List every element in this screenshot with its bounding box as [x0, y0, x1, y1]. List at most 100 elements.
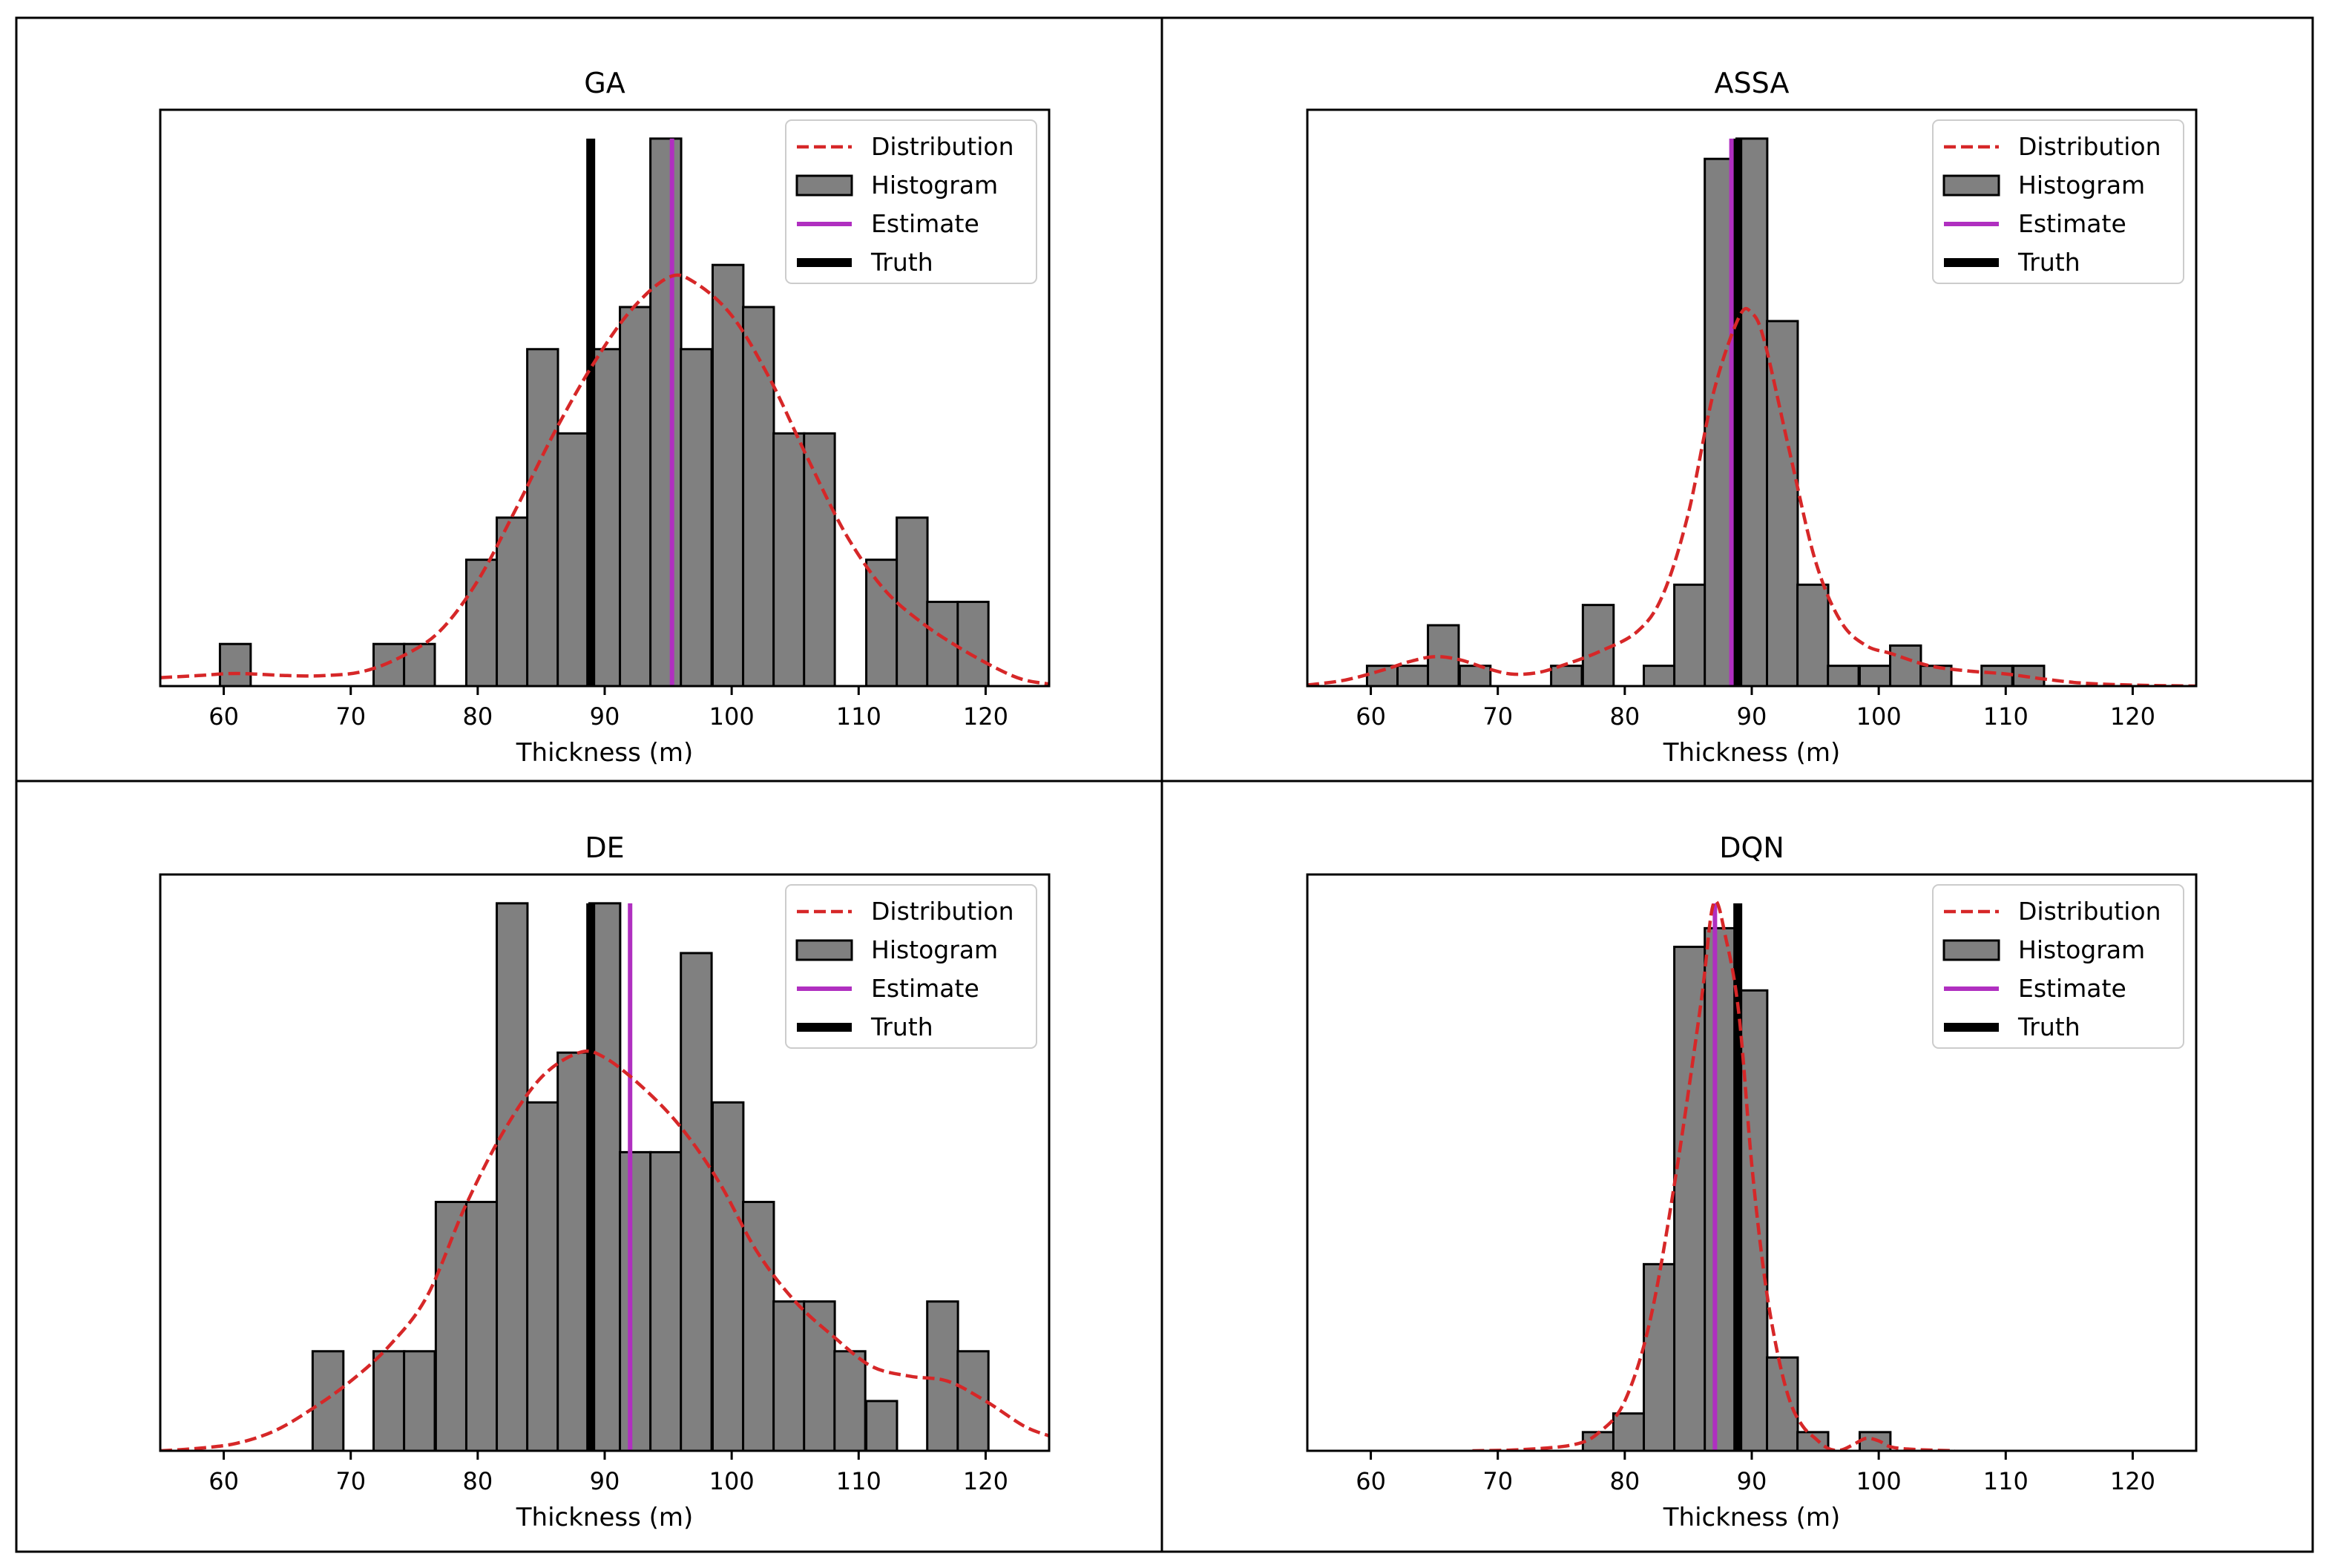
- chart-dqn: 60 70 80 90 100 110 120 Thickness (m) DQN Distrib…: [1306, 831, 2198, 1532]
- x-tick-label: 120: [963, 702, 1008, 731]
- histogram-bar: [1643, 1262, 1676, 1451]
- histogram-bar: [803, 1300, 836, 1451]
- legend: Distribution Histogram Estimate Truth: [1932, 884, 2184, 1049]
- histogram-bar: [496, 902, 529, 1451]
- histogram-bar: [1458, 665, 1492, 686]
- legend-histogram-swatch: [1942, 174, 2000, 197]
- histogram-bar: [556, 432, 590, 686]
- histogram-bar: [649, 1150, 683, 1451]
- x-tick-label: 80: [462, 1467, 493, 1495]
- legend-label-estimate: Estimate: [2018, 974, 2126, 1003]
- histogram-bar: [680, 348, 713, 686]
- legend-label-distribution: Distribution: [2018, 132, 2161, 161]
- x-tick-label: 110: [1983, 1467, 2029, 1495]
- legend-label-distribution: Distribution: [871, 897, 1014, 926]
- histogram-bar: [1796, 583, 1830, 686]
- x-tick-label: 90: [1737, 1467, 1767, 1495]
- histogram-bar: [833, 1350, 867, 1451]
- chart-de: 60 70 80 90 100 110 120 Thickness (m) DE Distribu…: [159, 831, 1051, 1532]
- histogram-bar: [865, 1400, 899, 1451]
- histogram-bar: [1673, 583, 1706, 686]
- x-tick-label: 120: [2110, 702, 2155, 731]
- histogram-bar: [896, 516, 929, 686]
- histogram-bar: [1612, 1412, 1646, 1451]
- x-tick-label: 90: [590, 1467, 620, 1495]
- panel-frame: [15, 16, 2314, 1553]
- histogram-bar: [1643, 665, 1676, 686]
- outer-border: [15, 16, 2314, 1553]
- legend-label-truth: Truth: [2017, 1012, 2080, 1041]
- histogram-bar: [711, 1101, 745, 1451]
- histogram-bar: [218, 642, 252, 686]
- histogram-bar: [464, 559, 499, 686]
- x-tick-label: 100: [709, 1467, 755, 1495]
- legend-label-distribution: Distribution: [2018, 897, 2161, 926]
- distribution-curve: [1307, 306, 2196, 686]
- histogram-bar: [1581, 604, 1615, 686]
- histogram-bar: [1889, 644, 1922, 686]
- histogram-bar: [649, 137, 683, 686]
- histogram-bar: [311, 1350, 345, 1451]
- x-tick-label: 70: [1482, 702, 1513, 731]
- x-tick-label: 120: [963, 1467, 1008, 1495]
- x-tick-label: 60: [1356, 1467, 1386, 1495]
- histogram-bar: [1858, 665, 1892, 686]
- histogram-bar: [772, 432, 806, 686]
- distribution-curve: [160, 1049, 1049, 1451]
- plot-area: [160, 137, 1049, 686]
- histogram-bar: [619, 1150, 652, 1451]
- legend-label-histogram: Histogram: [2018, 171, 2145, 200]
- x-tick-label: 60: [208, 702, 239, 731]
- x-tick-label: 100: [1856, 1467, 1902, 1495]
- x-tick-label: 110: [1983, 702, 2029, 731]
- x-tick-label: 70: [1482, 1467, 1513, 1495]
- histogram-bar: [1550, 665, 1583, 686]
- histogram-bar: [1980, 665, 2014, 686]
- legend-box: [785, 884, 1037, 1049]
- x-tick-label: 70: [335, 1467, 366, 1495]
- histogram-bar: [1919, 665, 1953, 686]
- histogram-bar: [956, 600, 990, 686]
- chart-title: DQN: [1719, 831, 1784, 864]
- x-tick-label: 90: [590, 702, 620, 731]
- histogram-bar: [403, 1350, 436, 1451]
- histogram-bar: [1827, 665, 1860, 686]
- histogram-bar: [1673, 946, 1706, 1451]
- histogram-bar: [803, 432, 836, 686]
- histogram-bar: [680, 952, 713, 1451]
- plot-area: [1472, 899, 1955, 1451]
- legend-label-histogram: Histogram: [871, 171, 998, 200]
- histogram-bar: [1858, 1431, 1892, 1451]
- legend-box: [785, 119, 1037, 284]
- histogram-bar: [711, 263, 745, 686]
- histogram-bar: [1704, 926, 1737, 1451]
- histogram-bar: [742, 306, 775, 686]
- legend: Distribution Histogram Estimate Truth: [785, 884, 1037, 1049]
- histogram-bar: [464, 1200, 499, 1451]
- legend-label-estimate: Estimate: [871, 209, 979, 238]
- x-tick-label: 60: [1356, 702, 1386, 731]
- x-axis-label: Thickness (m): [1663, 738, 1841, 768]
- x-tick-label: 120: [2110, 1467, 2155, 1495]
- plot-area: [160, 902, 1049, 1451]
- distribution-curve: [160, 273, 1049, 686]
- histogram-bar: [619, 306, 652, 686]
- histogram-bar: [372, 642, 406, 686]
- legend-label-distribution: Distribution: [871, 132, 1014, 161]
- x-axis-label: Thickness (m): [516, 738, 694, 768]
- legend-histogram-swatch: [795, 939, 853, 961]
- legend-box: [1932, 884, 2184, 1049]
- chart-title: DE: [585, 831, 624, 864]
- histogram-bar: [1766, 320, 1799, 686]
- histogram-bar: [865, 559, 899, 686]
- legend-histogram-swatch: [1942, 939, 2000, 961]
- chart-assa: 60 70 80 90 100 110 120 Thickness (m) ASSA Distri…: [1306, 67, 2198, 768]
- x-axis-label: Thickness (m): [1663, 1503, 1841, 1532]
- legend-label-estimate: Estimate: [871, 974, 979, 1003]
- x-tick-label: 70: [335, 702, 366, 731]
- histogram-bar: [772, 1300, 806, 1451]
- x-axis-label: Thickness (m): [516, 1503, 694, 1532]
- x-tick-label: 80: [462, 702, 493, 731]
- histogram-bar: [1766, 1356, 1799, 1451]
